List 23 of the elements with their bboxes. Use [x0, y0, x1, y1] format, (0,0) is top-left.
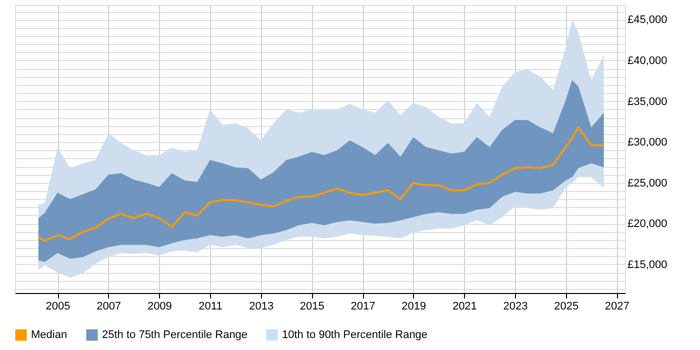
- legend-label: 10th to 90th Percentile Range: [282, 329, 428, 341]
- x-tick-label: 2005: [46, 300, 70, 312]
- x-tick-label: 2019: [402, 300, 426, 312]
- y-tick-label: £35,000: [628, 96, 668, 108]
- y-tick-label: £20,000: [628, 218, 668, 230]
- x-tick-label: 2025: [554, 300, 579, 312]
- x-tick-label: 2015: [300, 300, 324, 312]
- x-tick-label: 2027: [604, 300, 630, 312]
- legend-label: 25th to 75th Percentile Range: [102, 329, 248, 341]
- x-tick-label: 2021: [452, 300, 477, 312]
- y-tick-label: £40,000: [628, 54, 668, 67]
- legend-label: Median: [31, 329, 68, 341]
- x-tick-label: 2023: [503, 300, 528, 312]
- x-tick-label: 2007: [96, 300, 122, 312]
- x-tick-label: 2013: [249, 300, 274, 312]
- y-tick-label: £45,000: [628, 14, 668, 26]
- x-tick-label: 2011: [198, 300, 222, 312]
- y-tick-label: £15,000: [628, 258, 668, 271]
- x-tick-label: 2017: [350, 300, 376, 312]
- y-tick-label: £30,000: [628, 136, 668, 149]
- y-tick-label: £25,000: [628, 177, 668, 190]
- x-tick-label: 2009: [147, 300, 172, 312]
- line-series: [37, 126, 605, 242]
